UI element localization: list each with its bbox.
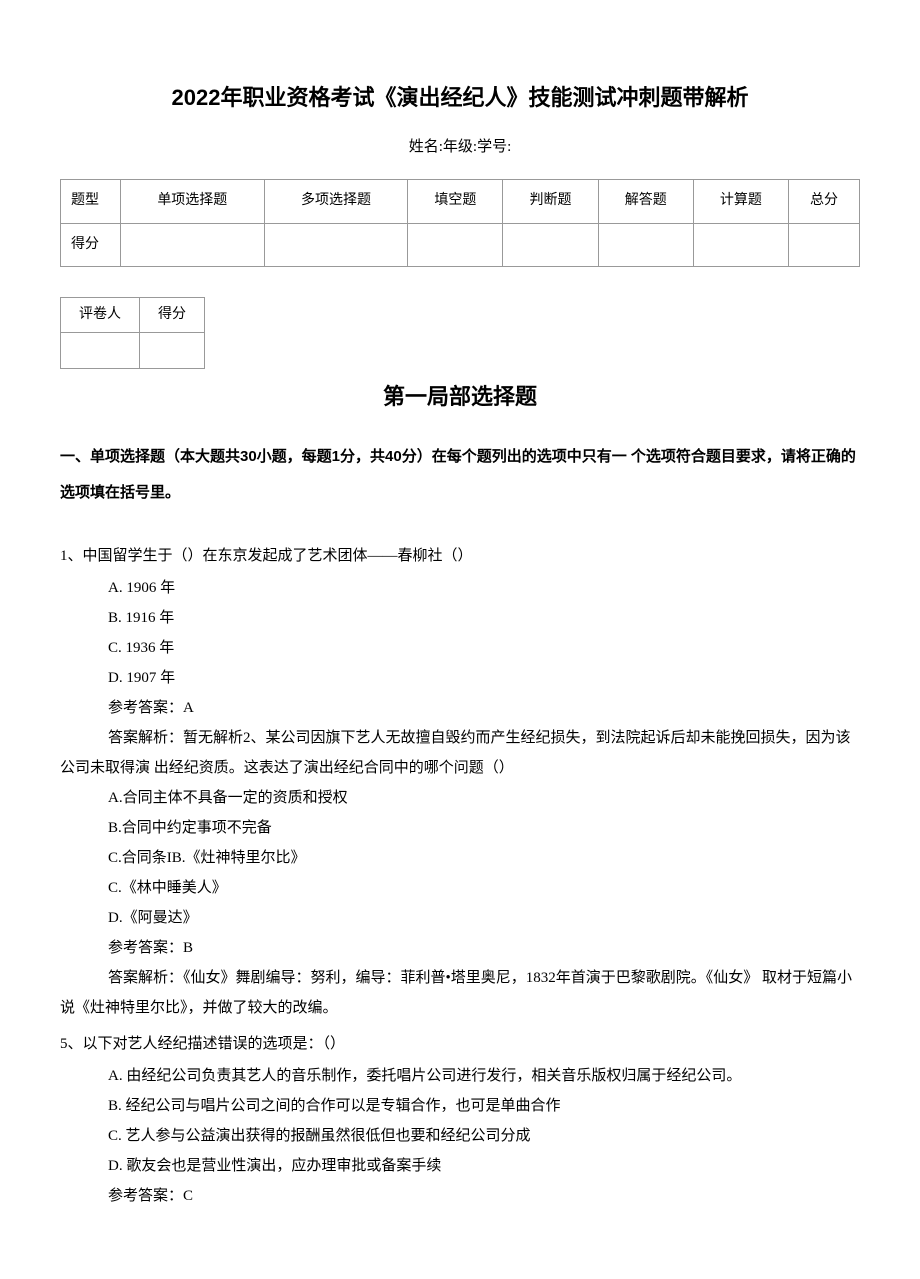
th-multi: 多项选择题 xyxy=(264,180,408,223)
q1-option-a: A. 1906 年 xyxy=(60,573,860,603)
grader-empty xyxy=(61,333,140,368)
q2-option-a: A.合同主体不具备一定的资质和授权 xyxy=(60,783,860,813)
grader-col: 评卷人 xyxy=(61,297,140,332)
td-empty xyxy=(693,223,788,266)
q1-analysis-prefix: 答案解析：暂无解析 xyxy=(108,730,243,746)
q5-option-d: D. 歌友会也是营业性演出，应办理审批或备案手续 xyxy=(60,1151,860,1181)
th-single: 单项选择题 xyxy=(121,180,265,223)
q1-answer: 参考答案：A xyxy=(60,693,860,723)
q2-option-d: D.《阿曼达》 xyxy=(60,903,860,933)
th-calc: 计算题 xyxy=(693,180,788,223)
td-empty xyxy=(598,223,693,266)
td-score-label: 得分 xyxy=(61,223,121,266)
q5-option-a: A. 由经纪公司负责其艺人的音乐制作，委托唱片公司进行发行，相关音乐版权归属于经… xyxy=(60,1061,860,1091)
td-empty xyxy=(121,223,265,266)
section-instructions: 一、单项选择题（本大题共30小题，每题1分，共40分）在每个题列出的选项中只有一… xyxy=(60,439,860,511)
th-answer: 解答题 xyxy=(598,180,693,223)
document-subtitle: 姓名:年级:学号: xyxy=(60,135,860,159)
table-score-row: 得分 xyxy=(61,223,860,266)
th-judge: 判断题 xyxy=(503,180,598,223)
td-empty xyxy=(788,223,859,266)
q2-option-b: B.合同中约定事项不完备 xyxy=(60,813,860,843)
score-col: 得分 xyxy=(140,297,205,332)
td-empty xyxy=(408,223,503,266)
q5-answer: 参考答案：C xyxy=(60,1181,860,1211)
q2-option-c2: C.《林中睡美人》 xyxy=(60,873,860,903)
question-5: 5、以下对艺人经纪描述错误的选项是：（） A. 由经纪公司负责其艺人的音乐制作，… xyxy=(60,1029,860,1211)
q5-option-b: B. 经纪公司与唱片公司之间的合作可以是专辑合作，也可是单曲合作 xyxy=(60,1091,860,1121)
q2-analysis-text: 答案解析：《仙女》舞剧编导：努利，编导：菲利普•塔里奥尼，1832年首演于巴黎歌… xyxy=(60,970,852,1016)
document-title: 2022年职业资格考试《演出经纪人》技能测试冲刺题带解析 xyxy=(60,80,860,115)
section-title: 第一局部选择题 xyxy=(60,379,860,414)
q1-option-d: D. 1907 年 xyxy=(60,663,860,693)
question-1: 1、中国留学生于（）在东京发起成了艺术团体——春柳社（） A. 1906 年 B… xyxy=(60,541,860,1023)
th-type: 题型 xyxy=(61,180,121,223)
td-empty xyxy=(264,223,408,266)
td-empty xyxy=(503,223,598,266)
th-total: 总分 xyxy=(788,180,859,223)
grader-table: 评卷人 得分 xyxy=(60,297,205,369)
q2-analysis: 答案解析：《仙女》舞剧编导：努利，编导：菲利普•塔里奥尼，1832年首演于巴黎歌… xyxy=(60,963,860,1023)
q5-option-c: C. 艺人参与公益演出获得的报酬虽然很低但也要和经纪公司分成 xyxy=(60,1121,860,1151)
q2-option-c-line: C.合同条IB.《灶神特里尔比》 xyxy=(60,843,860,873)
score-table: 题型 单项选择题 多项选择题 填空题 判断题 解答题 计算题 总分 得分 xyxy=(60,179,860,267)
q2-answer: 参考答案：B xyxy=(60,933,860,963)
th-fill: 填空题 xyxy=(408,180,503,223)
q1-option-c: C. 1936 年 xyxy=(60,633,860,663)
q1-option-b: B. 1916 年 xyxy=(60,603,860,633)
q1-q2-analysis-block: 答案解析：暂无解析2、某公司因旗下艺人无故擅自毁约而产生经纪损失，到法院起诉后却… xyxy=(60,723,860,783)
q1-stem: 1、中国留学生于（）在东京发起成了艺术团体——春柳社（） xyxy=(60,541,860,571)
q5-stem: 5、以下对艺人经纪描述错误的选项是：（） xyxy=(60,1029,860,1059)
score-empty xyxy=(140,333,205,368)
table-header-row: 题型 单项选择题 多项选择题 填空题 判断题 解答题 计算题 总分 xyxy=(61,180,860,223)
